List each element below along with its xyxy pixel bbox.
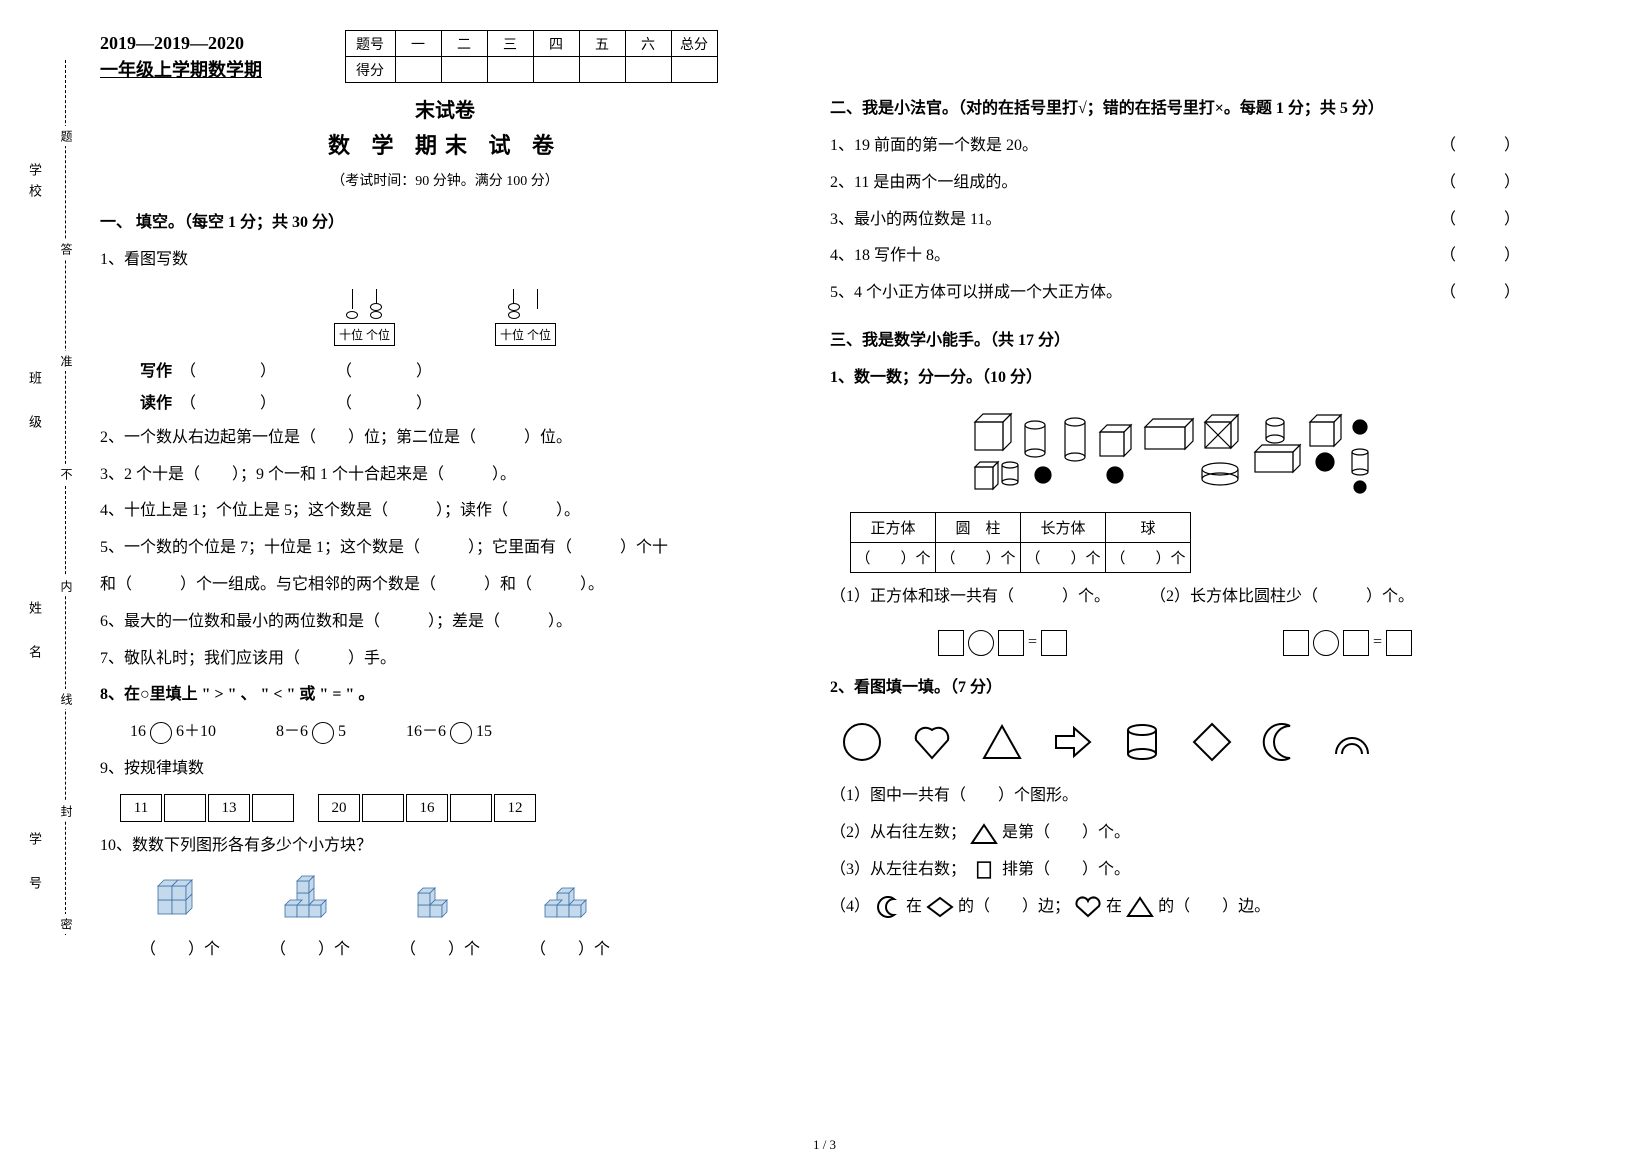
field-id: 学 号 (25, 832, 44, 897)
score-table: 题号 一 二 三 四 五 六 总分 得分 (345, 30, 718, 83)
exam-page: 学校 班 级 姓 名 学 号 题 答 准 不 内 线 封 密 2019—2019… (0, 0, 1649, 995)
op-circle (968, 630, 994, 656)
q5: 5、一个数的个位是 7；十位是 1；这个数是（ ）；它里面有（ ）个十 (100, 530, 790, 567)
header-row: 2019—2019—2020 一年级上学期数学期 题号 一 二 三 四 五 六 … (100, 30, 790, 89)
arch-icon (1330, 720, 1374, 764)
q8-items: 16 6＋10 8－6 5 16－6 15 (130, 714, 790, 751)
left-column: 2019—2019—2020 一年级上学期数学期 题号 一 二 三 四 五 六 … (80, 30, 810, 965)
q1: 1、看图写数 (100, 242, 790, 279)
s3-q2-1: （1）图中一共有（ ）个图形。 (830, 778, 1520, 815)
arrow-icon (1050, 720, 1094, 764)
table-row: 题号 一 二 三 四 五 六 总分 (345, 31, 717, 57)
cube-fig-3: （ ）个 (400, 875, 480, 959)
shapes-collection (830, 407, 1520, 502)
abacus-2: 十位 个位 (495, 289, 556, 346)
page-number: 1 / 3 (813, 1137, 836, 1153)
abacus-1: 十位 个位 (334, 289, 395, 346)
cube-fig-2: （ ）个 (270, 875, 350, 959)
num-box (938, 630, 964, 656)
s3-q2-3: （3）从左往右数； 排第（ ）个。 (830, 852, 1520, 889)
binding-edge: 学校 班 级 姓 名 学 号 题 答 准 不 内 线 封 密 (20, 30, 70, 965)
right-column: 二、我是小法官。（对的在括号里打√；错的在括号里打×。每题 1 分；共 5 分）… (810, 30, 1540, 965)
table-row: （ ）个 （ ）个 （ ）个 （ ）个 (851, 542, 1191, 572)
triangle-icon (980, 720, 1024, 764)
s3-q2: 2、看图填一填。（7 分） (830, 670, 1520, 707)
q4: 4、十位上是 1；个位上是 5；这个数是（ ）；读作（ ）。 (100, 493, 790, 530)
op-circle (1313, 630, 1339, 656)
binding-fields: 学校 班 级 姓 名 学 号 (25, 80, 44, 980)
cube-fig-4: （ ）个 (530, 875, 610, 959)
cylinder-icon (970, 859, 998, 881)
q7: 7、敬队礼时；我们应该用（ ）手。 (100, 641, 790, 678)
equation-row: = = (830, 630, 1520, 656)
field-class: 班 级 (25, 371, 44, 436)
field-school: 学校 (25, 163, 44, 205)
s3-q1-sub: （1）正方体和球一共有（ ）个。 （2）长方体比圆柱少（ ）个。 (830, 579, 1520, 616)
judge-3: 3、最小的两位数是 11。（ ） (830, 202, 1520, 239)
table-row: 正方体 圆 柱 长方体 球 (851, 512, 1191, 542)
judge-2: 2、11 是由两个一组成的。（ ） (830, 165, 1520, 202)
q9: 9、按规律填数 (100, 751, 790, 788)
num-box (1343, 630, 1369, 656)
diamond-icon (926, 896, 954, 918)
triangle-icon (1126, 896, 1154, 918)
section-3-title: 三、我是数学小能手。（共 17 分） (830, 326, 1520, 350)
q2: 2、一个数从右边起第一位是（ ）位；第二位是（ ）位。 (100, 420, 790, 457)
heart-icon (1074, 896, 1102, 918)
num-box (1041, 630, 1067, 656)
shape-count-table: 正方体 圆 柱 长方体 球 （ ）个 （ ）个 （ ）个 （ ）个 (850, 512, 1191, 573)
s3-q2-4: （4） 在 的（ ）边； 在 的（ ）边。 (830, 889, 1520, 926)
q10: 10、数数下列图形各有多少个小方块？ (100, 828, 790, 865)
cylinder-icon (1120, 720, 1164, 764)
table-row: 得分 (345, 57, 717, 83)
s3-q1: 1、数一数；分一分。（10 分） (830, 360, 1520, 397)
circle-icon (840, 720, 884, 764)
q3: 3、2 个十是（ ）；9 个一和 1 个十合起来是（ ）。 (100, 457, 790, 494)
judge-5: 5、4 个小正方体可以拼成一个大正方体。（ ） (830, 275, 1520, 312)
sequence-boxes: 11 13 20 16 12 (120, 794, 790, 822)
q5b: 和（ ）个一组成。与它相邻的两个数是（ ）和（ ）。 (100, 567, 790, 604)
section-1-title: 一、 填空。（每空 1 分；共 30 分） (100, 208, 790, 232)
s3-q2-2: （2）从右往左数； 是第（ ）个。 (830, 815, 1520, 852)
field-name: 姓 名 (25, 601, 44, 666)
year-title: 2019—2019—2020 一年级上学期数学期 (100, 30, 262, 84)
num-box (1283, 630, 1309, 656)
compare-circle (312, 722, 334, 744)
q8: 8、在○里填上 " > " 、 " < " 或 " = " 。 (100, 677, 790, 714)
cube-fig-1: （ ）个 (140, 875, 220, 959)
title-1: 末试卷 (100, 94, 790, 123)
triangle-icon (970, 823, 998, 845)
judge-1: 1、19 前面的第一个数是 20。（ ） (830, 128, 1520, 165)
shape-sequence (840, 720, 1520, 764)
abacus-row: 十位 个位 十位 个位 (100, 289, 790, 346)
moon-icon (1260, 720, 1304, 764)
equation-2: = (1283, 630, 1412, 656)
num-box (998, 630, 1024, 656)
moon-icon (874, 896, 902, 918)
title-2: 数 学 期末 试 卷 (100, 128, 790, 160)
num-box (1386, 630, 1412, 656)
exam-info: （考试时间：90 分钟。满分 100 分） (100, 170, 790, 190)
equation-1: = (938, 630, 1067, 656)
cube-row: （ ）个 （ ）个 （ ）个 (140, 875, 790, 959)
diamond-icon (1190, 720, 1234, 764)
compare-circle (150, 722, 172, 744)
compare-circle (450, 722, 472, 744)
section-2-title: 二、我是小法官。（对的在括号里打√；错的在括号里打×。每题 1 分；共 5 分） (830, 94, 1520, 118)
q6: 6、最大的一位数和最小的两位数和是（ ）；差是（ ）。 (100, 604, 790, 641)
write-read: 写作 （ ） 读作 （ ） （ ） （ ） (140, 356, 790, 420)
judge-4: 4、18 写作十 8。（ ） (830, 238, 1520, 275)
heart-icon (910, 720, 954, 764)
seal-markers: 题 答 准 不 内 线 封 密 (58, 80, 75, 980)
